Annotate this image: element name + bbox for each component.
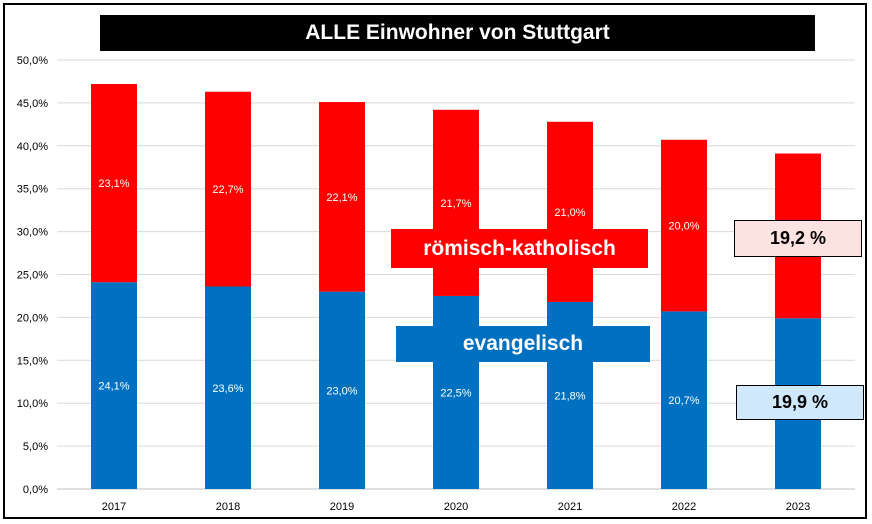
y-tick-label: 20,0% bbox=[17, 312, 48, 324]
x-tick-label: 2022 bbox=[672, 501, 696, 513]
y-tick-label: 35,0% bbox=[17, 184, 48, 196]
y-tick-label: 25,0% bbox=[17, 270, 48, 282]
roman-catholic-data-label: 21,0% bbox=[554, 207, 585, 219]
x-tick-label: 2017 bbox=[102, 501, 126, 513]
roman-catholic-data-label: 22,1% bbox=[326, 192, 357, 204]
x-tick-label: 2020 bbox=[444, 501, 468, 513]
protestant-data-label: 23,0% bbox=[326, 385, 357, 397]
protestant-data-label: 20,7% bbox=[668, 395, 699, 407]
protestant-bar-segment bbox=[205, 286, 251, 489]
y-tick-label: 10,0% bbox=[17, 398, 48, 410]
protestant-data-label: 23,6% bbox=[212, 383, 243, 395]
x-tick-label: 2019 bbox=[330, 501, 354, 513]
x-tick-label: 2018 bbox=[216, 501, 240, 513]
protestant-data-label: 24,1% bbox=[98, 381, 129, 393]
x-tick-label: 2021 bbox=[558, 501, 582, 513]
protestant-data-label: 21,8% bbox=[554, 390, 585, 402]
protestant-bar-segment bbox=[319, 291, 365, 489]
roman-catholic-2023-value-box: 19,2 % bbox=[734, 220, 862, 257]
y-tick-label: 50,0% bbox=[17, 55, 48, 67]
protestant-data-label: 22,5% bbox=[440, 387, 471, 399]
y-tick-label: 0,0% bbox=[23, 484, 48, 496]
y-tick-label: 15,0% bbox=[17, 355, 48, 367]
roman-catholic-data-label: 22,7% bbox=[212, 184, 243, 196]
x-tick-label: 2023 bbox=[786, 501, 810, 513]
y-tick-label: 40,0% bbox=[17, 141, 48, 153]
roman-catholic-data-label: 23,1% bbox=[98, 178, 129, 190]
protestant-2023-value-box: 19,9 % bbox=[736, 385, 864, 420]
y-tick-label: 45,0% bbox=[17, 98, 48, 110]
roman-catholic-data-label: 21,7% bbox=[440, 198, 471, 210]
y-tick-label: 30,0% bbox=[17, 227, 48, 239]
roman-catholic-bar-segment bbox=[319, 102, 365, 292]
roman-catholic-bar-segment bbox=[205, 91, 251, 287]
y-tick-label: 5,0% bbox=[23, 441, 48, 453]
roman-catholic-bar-segment bbox=[547, 121, 593, 302]
roman-catholic-callout-label: römisch-katholisch bbox=[391, 229, 648, 268]
roman-catholic-bar-segment bbox=[661, 139, 707, 312]
protestant-bar-segment bbox=[661, 311, 707, 489]
protestant-callout-label: evangelisch bbox=[396, 326, 650, 362]
chart-title: ALLE Einwohner von Stuttgart bbox=[100, 15, 815, 51]
protestant-bar-segment bbox=[91, 282, 137, 489]
roman-catholic-data-label: 20,0% bbox=[668, 221, 699, 233]
roman-catholic-bar-segment bbox=[91, 84, 137, 283]
